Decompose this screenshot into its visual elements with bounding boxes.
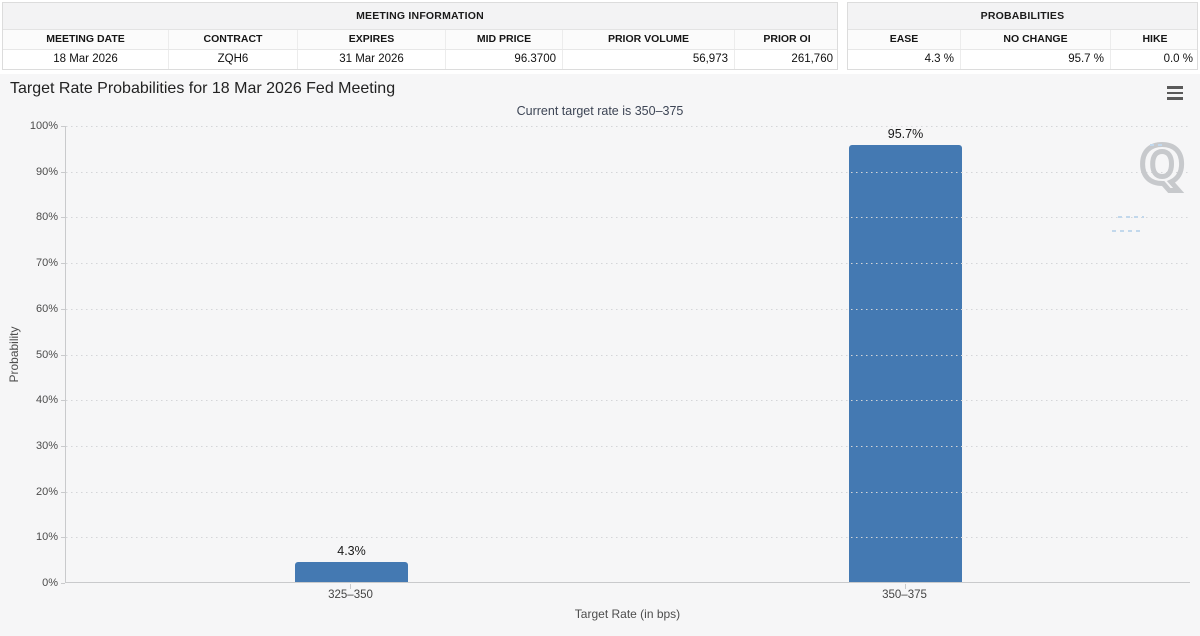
meeting-information-table: MEETING INFORMATION MEETING DATE CONTRAC… — [2, 2, 838, 70]
chart-menu-button[interactable] — [1163, 83, 1187, 103]
y-axis-tick — [61, 171, 65, 173]
y-axis-tick — [61, 445, 65, 447]
y-axis-tick — [61, 217, 65, 219]
y-tick-label: 50% — [35, 348, 58, 361]
y-axis-tick — [61, 491, 65, 493]
hike-value: 0.0 % — [1163, 53, 1193, 65]
y-axis-tick — [61, 354, 65, 356]
y-tick-label: 40% — [35, 394, 58, 407]
contract-value: ZQH6 — [169, 50, 298, 69]
meeting-information-header-row: MEETING DATE CONTRACT EXPIRES MID PRICE … — [3, 30, 837, 50]
y-tick-label: 10% — [35, 531, 58, 544]
y-tick-label: 70% — [35, 257, 58, 270]
expires-value: 31 Mar 2026 — [298, 50, 446, 69]
gridline — [66, 537, 1190, 539]
y-axis-tick — [61, 263, 65, 265]
column-header: CONTRACT — [169, 30, 298, 49]
y-axis-title: Probability — [7, 326, 21, 383]
column-header: MID PRICE — [446, 30, 563, 49]
column-header: PRIOR OI — [763, 33, 811, 45]
column-header: MEETING DATE — [3, 30, 169, 49]
watermark-speed-lines — [1112, 230, 1142, 232]
column-header: HIKE — [1142, 33, 1168, 45]
y-tick-label: 90% — [35, 165, 58, 178]
chart-subtitle: Current target rate is 350–375 — [516, 104, 684, 118]
gridline — [66, 354, 1190, 356]
x-category-label: 325–350 — [328, 589, 373, 601]
y-tick-label: 0% — [42, 577, 58, 589]
y-axis-tick — [61, 400, 65, 402]
bar[interactable] — [849, 144, 962, 582]
hamburger-icon — [1167, 97, 1183, 100]
probabilities-table: PROBABILITIES EASE NO CHANGE HIKE 4.3 % … — [847, 2, 1198, 70]
gridline — [66, 263, 1190, 265]
y-axis-tick — [61, 583, 65, 584]
probabilities-value-row: 4.3 % 95.7 % 0.0 % — [848, 50, 1197, 69]
meeting-date-value: 18 Mar 2026 — [3, 50, 169, 69]
y-axis-ticks — [61, 126, 65, 584]
gridline — [66, 400, 1190, 402]
watermark-q-logo: Q — [1138, 134, 1187, 199]
y-axis-tick — [61, 537, 65, 539]
y-tick-label: 80% — [35, 211, 58, 224]
prior-oi-value: 261,760 — [791, 53, 833, 65]
column-header: EASE — [848, 30, 961, 49]
probability-chart: Target Rate Probabilities for 18 Mar 202… — [0, 74, 1200, 636]
y-axis-tick — [61, 308, 65, 310]
column-header: NO CHANGE — [961, 30, 1111, 49]
x-axis-tick — [350, 584, 351, 589]
y-tick-label: 20% — [35, 485, 58, 498]
bar-label: 95.7% — [887, 126, 924, 141]
y-tick-label: 60% — [35, 302, 58, 315]
ease-value: 4.3 % — [848, 50, 961, 69]
gridline — [66, 308, 1190, 310]
watermark-speed-lines — [1150, 144, 1164, 146]
y-axis-labels: 0% 10% 20% 30% 40% 50% 60% 70% 80% 90% 100% — [0, 120, 58, 589]
x-category-label: 350–375 — [882, 589, 927, 601]
gridline — [66, 217, 1190, 219]
hamburger-icon — [1167, 91, 1183, 95]
gridline — [66, 171, 1190, 173]
column-header: EXPIRES — [298, 30, 446, 49]
meeting-information-value-row: 18 Mar 2026 ZQH6 31 Mar 2026 96.3700 56,… — [3, 50, 837, 69]
probabilities-header-row: EASE NO CHANGE HIKE — [848, 30, 1197, 50]
gridline — [66, 491, 1190, 493]
hamburger-icon — [1167, 86, 1183, 89]
column-header: PRIOR VOLUME — [563, 30, 735, 49]
x-axis-title: Target Rate (in bps) — [574, 607, 681, 621]
gridline — [66, 445, 1190, 447]
gridline — [66, 126, 1190, 127]
y-axis-tick — [61, 126, 65, 127]
bar[interactable] — [295, 562, 408, 582]
chart-title: Target Rate Probabilities for 18 Mar 202… — [10, 80, 396, 97]
probabilities-title: PROBABILITIES — [848, 3, 1197, 30]
mid-price-value: 96.3700 — [446, 50, 563, 69]
bar-label: 4.3% — [337, 544, 366, 559]
prior-volume-value: 56,973 — [563, 50, 735, 69]
meeting-information-title: MEETING INFORMATION — [3, 3, 837, 30]
no-change-value: 95.7 % — [961, 50, 1111, 69]
x-axis-tick — [905, 584, 906, 589]
y-tick-label: 30% — [35, 439, 58, 452]
y-tick-label: 100% — [29, 120, 58, 132]
plot-area: 4.3% 95.7% — [65, 126, 1190, 583]
watermark-speed-lines — [1118, 216, 1144, 218]
